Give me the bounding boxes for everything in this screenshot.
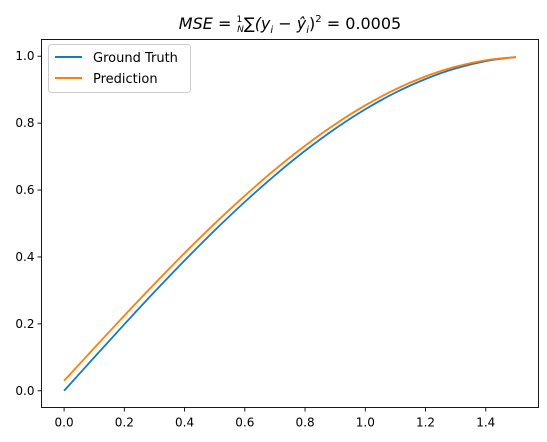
plot-area xyxy=(41,39,539,408)
ticks-layer: 0.0 0.2 0.4 0.6 0.8 1.0 1.2 1.4 0.0 0.2 0.4 0.6 0.8 1… xyxy=(15,49,495,429)
plot-frame xyxy=(41,39,539,408)
x-tick-label: 1.0 xyxy=(356,416,375,430)
y-tick-label: 0.2 xyxy=(15,317,34,331)
y-tick-label: 0.0 xyxy=(15,384,34,398)
title-yhat: ŷ xyxy=(296,14,307,33)
title-subscript: i xyxy=(270,25,273,36)
x-tick-label: 0.0 xyxy=(55,416,74,430)
x-tick-label: 1.4 xyxy=(476,416,495,430)
title-lhs: MSE xyxy=(179,14,214,33)
legend-label-ground-truth: Ground Truth xyxy=(93,51,178,66)
title-close: ) xyxy=(309,14,315,33)
x-tick-label: 0.4 xyxy=(175,416,194,430)
series-line-prediction xyxy=(63,56,517,382)
y-tick-label: 0.4 xyxy=(15,250,34,264)
title-fraction-numerator: 1 xyxy=(236,15,242,25)
x-tick-label: 0.6 xyxy=(235,416,254,430)
title-minus: − xyxy=(273,14,297,33)
series-layer xyxy=(63,56,517,392)
title-value: 0.0005 xyxy=(345,14,401,33)
legend: Ground Truth Prediction xyxy=(48,44,191,93)
series-line-ground-truth xyxy=(63,56,517,392)
title-equals: = xyxy=(213,14,237,33)
title-fraction-denominator: N xyxy=(237,25,244,35)
x-tick-label: 0.8 xyxy=(296,416,315,430)
y-tick-label: 0.8 xyxy=(15,116,34,130)
y-tick-label: 1.0 xyxy=(15,49,34,63)
legend-label-prediction: Prediction xyxy=(93,72,158,87)
x-tick-label: 0.2 xyxy=(115,416,134,430)
y-tick-label: 0.6 xyxy=(15,183,34,197)
title-equals-2: = xyxy=(322,14,346,33)
x-tick-label: 1.2 xyxy=(416,416,435,430)
title-body: (y xyxy=(255,14,271,33)
title-sum: ∑ xyxy=(244,14,255,33)
title-subscript-2: i xyxy=(306,25,309,36)
title-superscript: 2 xyxy=(315,14,321,25)
chart-title: MSE = 1 N∑(yi − ŷi)2 = 0.0005 xyxy=(179,14,401,36)
legend-box xyxy=(48,44,191,93)
